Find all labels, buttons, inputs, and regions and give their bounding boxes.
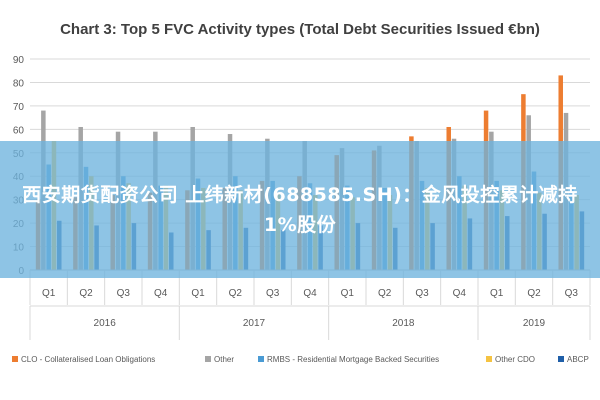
x-group-label: 2019: [523, 318, 546, 329]
x-tick-label: Q3: [266, 288, 280, 299]
x-group-label: 2017: [243, 318, 266, 329]
x-tick-label: Q4: [453, 288, 467, 299]
y-tick-label: 80: [13, 78, 25, 89]
chart-title: Chart 3: Top 5 FVC Activity types (Total…: [60, 21, 540, 38]
legend-entry: RMBS - Residential Mortgage Backed Secur…: [267, 355, 439, 364]
x-group-label: 2016: [94, 318, 117, 329]
x-tick-label: Q1: [191, 288, 205, 299]
x-tick-label: Q3: [415, 288, 429, 299]
legend: CLO - Collateralised Loan Obligations Oth…: [12, 355, 589, 364]
x-tick-label: Q1: [490, 288, 504, 299]
x-tick-label: Q2: [79, 288, 93, 299]
x-tick-label: Q4: [154, 288, 168, 299]
legend-entry: Other: [214, 355, 234, 364]
x-tick-label: Q4: [303, 288, 317, 299]
y-tick-label: 60: [13, 125, 25, 136]
legend-swatch: [558, 356, 564, 362]
x-axis: Q1 Q2 Q3 Q4 Q1 Q2 Q3 Q4 Q1 Q2 Q3 Q4 Q1 Q2 Q3 2016 2017 20…: [29, 269, 591, 340]
y-tick-label: 70: [13, 102, 25, 113]
x-tick-label: Q2: [378, 288, 392, 299]
legend-swatch: [205, 356, 211, 362]
x-group-label: 2018: [392, 318, 415, 329]
legend-entry: CLO - Collateralised Loan Obligations: [21, 355, 155, 364]
legend-swatch: [486, 356, 492, 362]
legend-entry: ABCP: [567, 355, 589, 364]
x-tick-label: Q1: [42, 288, 56, 299]
x-tick-label: Q2: [229, 288, 243, 299]
legend-entry: Other CDO: [495, 355, 535, 364]
legend-swatch: [258, 356, 264, 362]
y-tick-label: 90: [13, 55, 25, 66]
x-tick-label: Q2: [527, 288, 541, 299]
headline-banner[interactable]: 西安期货配资公司 上纬新材(688585.SH)：金风投控累计减持1%股份: [0, 141, 600, 278]
headline-text[interactable]: 西安期货配资公司 上纬新材(688585.SH)：金风投控累计减持1%股份: [22, 183, 578, 236]
x-tick-label: Q3: [117, 288, 131, 299]
x-tick-label: Q1: [341, 288, 355, 299]
x-tick-label: Q3: [565, 288, 579, 299]
legend-swatch: [12, 356, 18, 362]
